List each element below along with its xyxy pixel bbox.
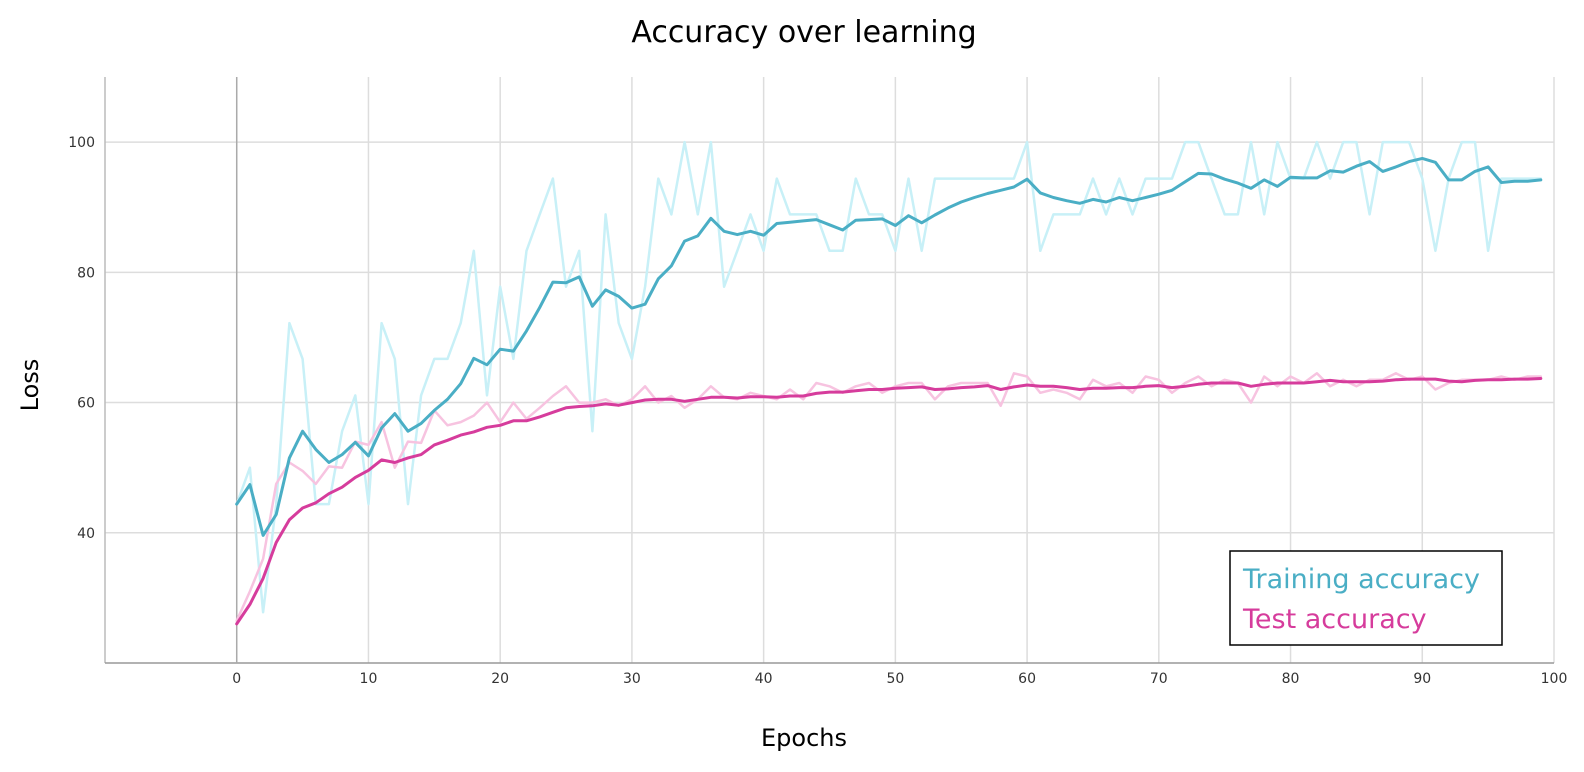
chart-title: Accuracy over learning — [631, 15, 976, 50]
y-tick-label: 40 — [77, 526, 95, 542]
y-tick-label: 60 — [77, 396, 95, 412]
grid — [105, 77, 1555, 663]
series-line-test-accuracy — [235, 377, 1543, 626]
x-tick-label: 60 — [1018, 671, 1036, 687]
x-tick-label: 50 — [886, 671, 904, 687]
legend-box — [1229, 550, 1503, 646]
x-tick-label: 0 — [232, 671, 241, 687]
x-tick-label: 90 — [1413, 671, 1431, 687]
x-tick-label: 40 — [755, 671, 773, 687]
x-tick-label: 20 — [491, 671, 509, 687]
x-tick-label: 100 — [1541, 671, 1568, 687]
legend-entry-training: Training accuracy — [1242, 564, 1480, 595]
x-tick-label: 80 — [1282, 671, 1300, 687]
legend: Training accuracy Test accuracy — [1229, 550, 1503, 646]
x-axis-title: Epochs — [761, 724, 847, 752]
y-tick-labels: 40 60 80 100 — [68, 135, 95, 542]
x-tick-label: 10 — [360, 671, 378, 687]
legend-entry-test: Test accuracy — [1242, 604, 1427, 635]
x-tick-label: 70 — [1150, 671, 1168, 687]
axes — [104, 77, 1554, 664]
x-tick-label: 30 — [623, 671, 641, 687]
y-tick-label: 80 — [77, 265, 95, 281]
y-axis-title: Loss — [16, 359, 44, 412]
series-lines — [235, 140, 1543, 626]
series-line-training-raw — [235, 140, 1543, 614]
x-tick-labels: 0 10 20 30 40 50 60 70 80 90 100 — [232, 671, 1567, 687]
series-line-training-accuracy — [235, 156, 1543, 537]
y-tick-label: 100 — [68, 135, 95, 151]
